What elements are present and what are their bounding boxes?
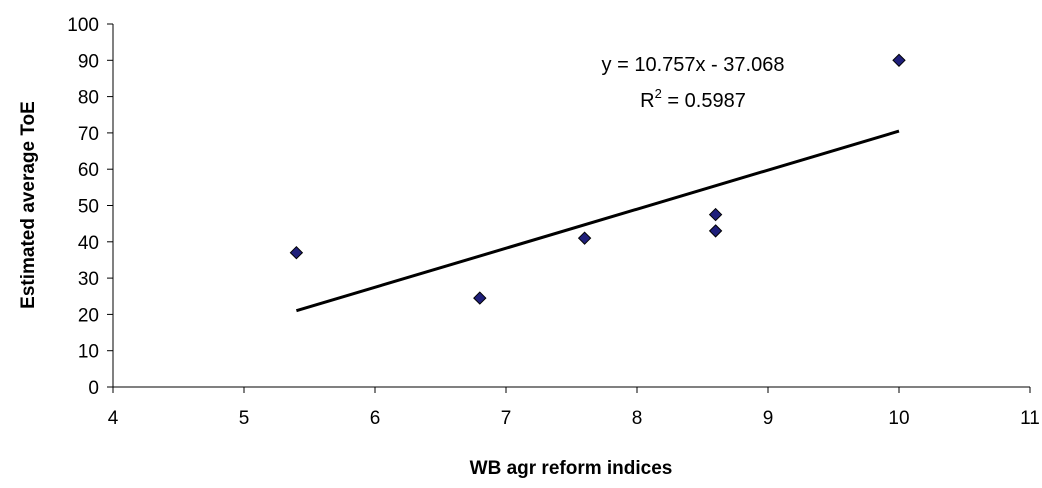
- r-squared-value: = 0.5987: [662, 90, 746, 112]
- x-tick-label: 6: [370, 408, 381, 429]
- y-tick-label: 70: [78, 124, 99, 145]
- x-tick-label: 8: [632, 408, 643, 429]
- data-point: [577, 231, 592, 245]
- r-squared-label: R2 = 0.5987: [640, 86, 746, 112]
- y-axis-title: Estimated average ToE: [18, 101, 39, 309]
- y-tick-label: 30: [78, 269, 99, 290]
- y-tick-label: 10: [78, 342, 99, 363]
- y-tick-label: 40: [78, 233, 99, 254]
- data-point: [473, 291, 487, 305]
- x-tick-label: 9: [763, 408, 774, 429]
- y-tick-label: 60: [78, 160, 99, 181]
- trendline: [295, 129, 900, 313]
- x-axis-ticks: 4 5 6 7 8 9 10 11: [108, 387, 1040, 429]
- y-tick-label: 90: [78, 51, 99, 72]
- x-tick-label: 10: [888, 408, 909, 429]
- y-tick-label: 80: [78, 88, 99, 109]
- trendline-equation: y = 10.757x - 37.068: [602, 54, 785, 76]
- x-axis-title: WB agr reform indices: [470, 458, 673, 479]
- y-axis-ticks: 0 10 20 30 40 50 60 70 80 90 100: [67, 15, 113, 399]
- x-tick-label: 11: [1020, 408, 1040, 429]
- r-squared-superscript: 2: [655, 86, 662, 101]
- data-point: [708, 224, 723, 238]
- y-tick-label: 0: [88, 378, 99, 399]
- x-tick-label: 5: [239, 408, 250, 429]
- data-point: [892, 53, 906, 68]
- r-squared-prefix: R: [640, 90, 654, 112]
- data-point: [289, 245, 304, 260]
- data-points: [289, 53, 906, 305]
- y-tick-label: 20: [78, 305, 99, 326]
- x-tick-label: 7: [501, 408, 512, 429]
- y-tick-label: 100: [67, 15, 99, 36]
- y-tick-label: 50: [78, 197, 99, 218]
- x-tick-label: 4: [108, 408, 119, 429]
- data-point: [708, 207, 723, 222]
